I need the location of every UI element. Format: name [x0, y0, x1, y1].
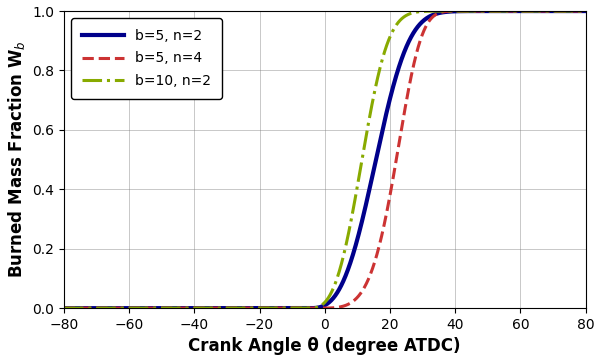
b=5, n=2	[439, 10, 446, 14]
b=5, n=4	[439, 10, 446, 14]
Line: b=5, n=4: b=5, n=4	[64, 11, 586, 308]
b=10, n=2	[280, 306, 287, 310]
b=10, n=2	[284, 306, 291, 310]
b=5, n=2	[280, 306, 287, 310]
b=10, n=2	[308, 306, 316, 310]
Line: b=5, n=2: b=5, n=2	[64, 11, 586, 308]
X-axis label: Crank Angle θ (degree ATDC): Crank Angle θ (degree ATDC)	[188, 338, 461, 356]
b=5, n=2	[566, 9, 574, 13]
b=5, n=4	[60, 306, 67, 310]
b=5, n=4	[540, 9, 547, 13]
b=10, n=2	[540, 9, 547, 13]
b=10, n=2	[582, 9, 589, 13]
b=5, n=2	[540, 9, 547, 13]
Y-axis label: Burned Mass Fraction W$_b$: Burned Mass Fraction W$_b$	[5, 41, 26, 278]
b=10, n=2	[60, 306, 67, 310]
b=5, n=2	[582, 9, 589, 13]
Legend: b=5, n=2, b=5, n=4, b=10, n=2: b=5, n=2, b=5, n=4, b=10, n=2	[71, 18, 222, 99]
b=5, n=4	[582, 9, 589, 13]
b=10, n=2	[508, 9, 515, 13]
b=5, n=4	[308, 306, 316, 310]
b=5, n=2	[308, 306, 316, 310]
b=5, n=2	[60, 306, 67, 310]
Line: b=10, n=2: b=10, n=2	[64, 11, 586, 308]
b=10, n=2	[566, 9, 574, 13]
b=5, n=2	[560, 9, 568, 13]
b=5, n=4	[500, 9, 507, 13]
b=5, n=4	[284, 306, 291, 310]
b=5, n=2	[284, 306, 291, 310]
b=5, n=4	[280, 306, 287, 310]
b=10, n=2	[439, 9, 446, 13]
b=5, n=4	[566, 9, 574, 13]
